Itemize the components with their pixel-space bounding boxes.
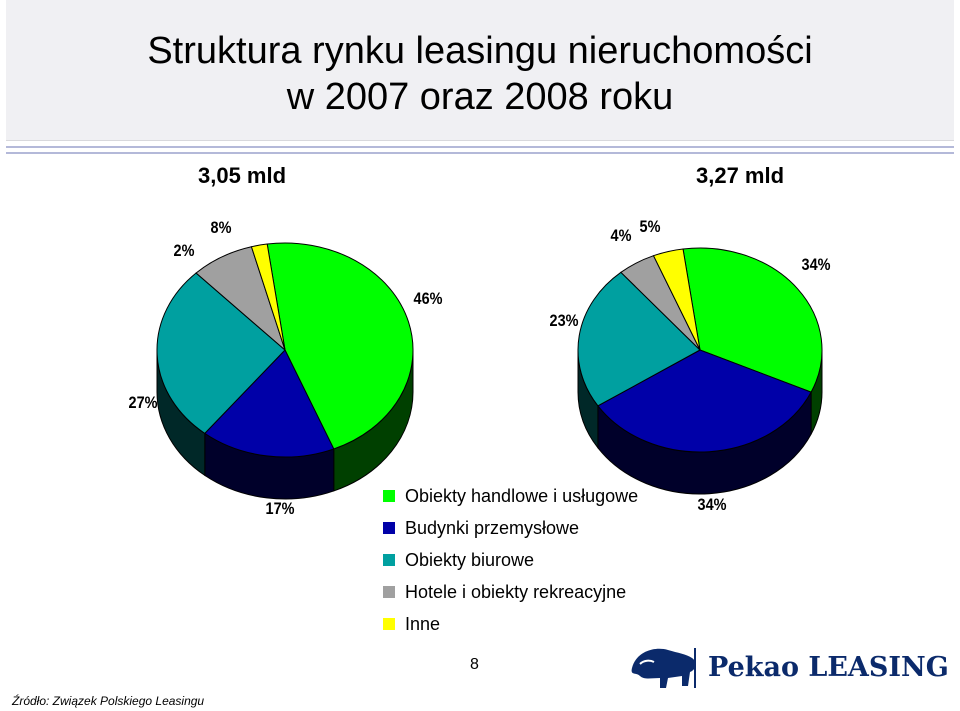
title-rule-lower	[6, 152, 954, 154]
pie-slice-2007-0	[266, 242, 414, 450]
pie-slice-2007-2	[156, 272, 286, 435]
pie-slice-2008-1	[597, 349, 812, 453]
pie-slice-2008-4	[652, 248, 701, 351]
chart-legend: Obiekty handlowe i usługowe Budynki prze…	[383, 480, 638, 640]
legend-swatch-biurowe	[383, 554, 395, 566]
legend-item-handlowe: Obiekty handlowe i usługowe	[383, 480, 638, 512]
total-2007: 3,05 mld	[198, 163, 287, 188]
slide-subtitle: w 2007 oraz 2008 roku	[286, 76, 674, 118]
pie-slice-2007-4	[250, 243, 286, 351]
pie-label-2008-2: 23%	[550, 312, 579, 330]
pie-label-2007-2: 27%	[129, 394, 158, 412]
slide-title: Struktura rynku leasingu nieruchomości	[147, 30, 813, 72]
legend-label-handlowe: Obiekty handlowe i usługowe	[405, 486, 639, 506]
legend-label-przemyslowe: Budynki przemysłowe	[405, 518, 580, 538]
legend-swatch-handlowe	[383, 490, 395, 502]
legend-swatch-inne	[383, 618, 395, 630]
legend-label-hotele: Hotele i obiekty rekreacyjne	[405, 582, 627, 602]
pie-slice-2008-2	[577, 271, 701, 407]
bison-icon	[631, 648, 696, 688]
total-2008: 3,27 mld	[696, 163, 785, 188]
legend-swatch-hotele	[383, 586, 395, 598]
legend-item-inne: Inne	[383, 608, 638, 640]
pie-label-2007-3: 8%	[211, 219, 232, 237]
legend-item-biurowe: Obiekty biurowe	[383, 544, 638, 576]
legend-swatch-przemyslowe	[383, 522, 395, 534]
pie-label-2008-1: 34%	[698, 496, 727, 514]
pie-slice-2008-0	[682, 247, 823, 393]
pie-chart-2008: 34% 34% 23% 5% 4%	[550, 218, 831, 514]
legend-label-biurowe: Obiekty biurowe	[405, 550, 535, 570]
page-number: 8	[470, 656, 479, 673]
pekao-leasing-logo: Pekao LEASING	[628, 642, 949, 694]
title-band	[6, 0, 954, 141]
pie-slice-2007-1	[204, 349, 335, 458]
pie-chart-2007: 46% 17% 27% 8% 2%	[129, 219, 443, 518]
pie-label-2008-4: 4%	[611, 227, 632, 245]
pie-label-2008-3: 5%	[640, 218, 661, 236]
title-rule-upper	[6, 146, 954, 148]
logo-divider	[694, 648, 696, 688]
legend-label-inne: Inne	[405, 614, 441, 634]
pie-label-2007-4: 2%	[174, 242, 195, 260]
source-note: Źródło: Związek Polskiego Leasingu	[12, 694, 205, 708]
legend-item-przemyslowe: Budynki przemysłowe	[383, 512, 638, 544]
pie-label-2007-1: 17%	[266, 500, 295, 518]
pie-label-2008-0: 34%	[802, 256, 831, 274]
logo-text: Pekao LEASING	[708, 652, 949, 683]
legend-item-hotele: Hotele i obiekty rekreacyjne	[383, 576, 638, 608]
pie-label-2007-0: 46%	[414, 290, 443, 308]
